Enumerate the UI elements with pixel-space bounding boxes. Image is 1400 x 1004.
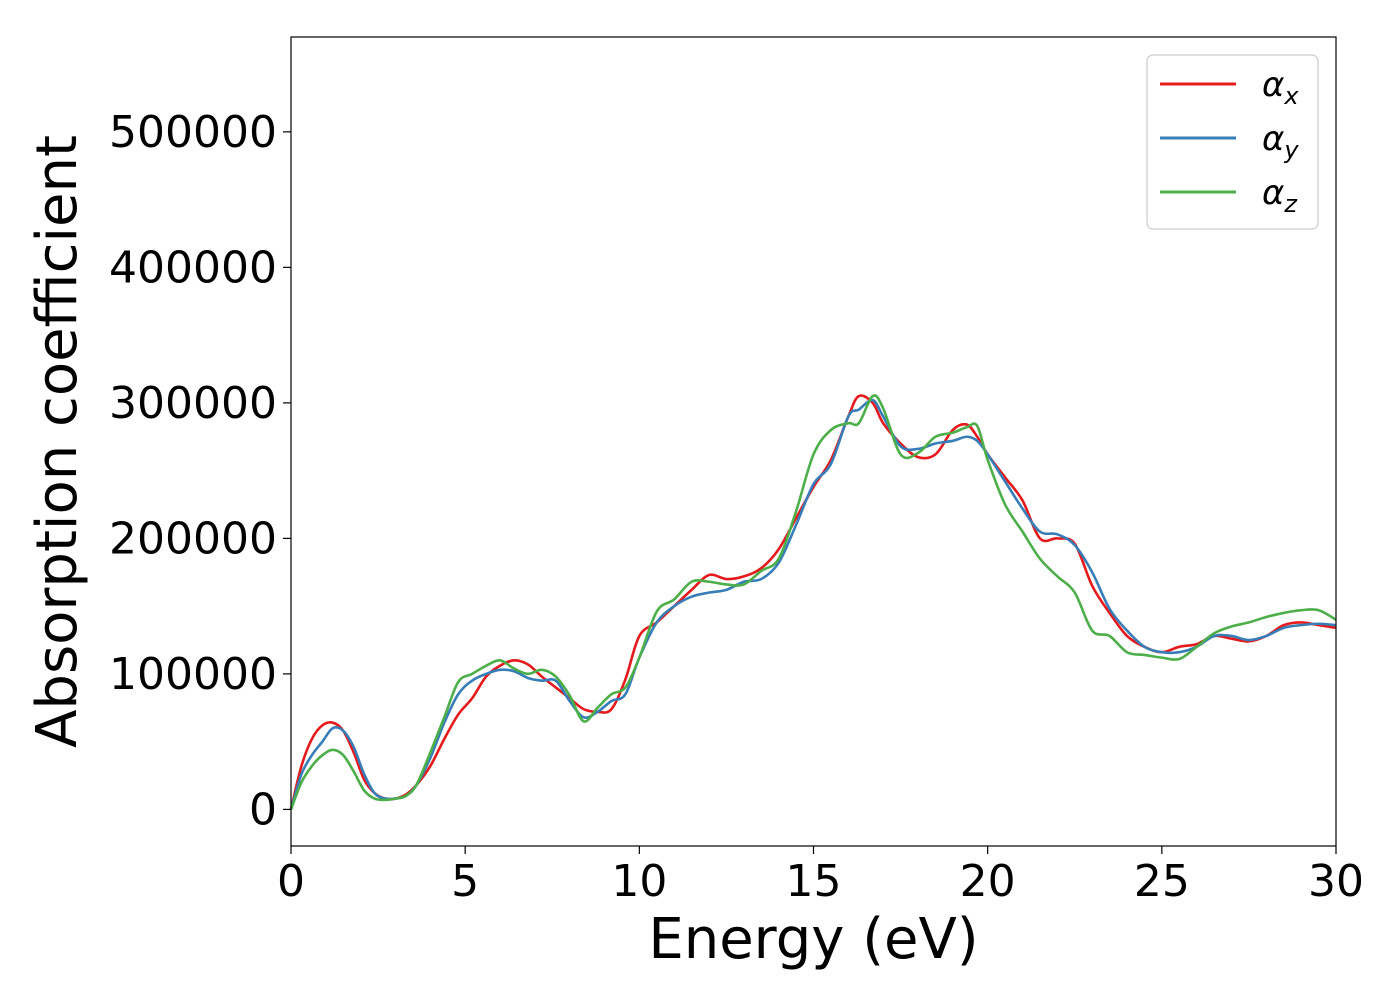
y-tick-label: 100000 bbox=[109, 649, 277, 700]
y-tick-label: 400000 bbox=[109, 242, 277, 293]
legend-box bbox=[1146, 54, 1319, 230]
x-tick-label: 30 bbox=[1308, 856, 1364, 907]
x-tick-label: 10 bbox=[611, 856, 667, 907]
y-tick-label: 500000 bbox=[109, 107, 277, 158]
x-tick-label: 20 bbox=[960, 856, 1016, 907]
y-axis-title: Absorption coefficient bbox=[25, 135, 90, 748]
x-tick-label: 0 bbox=[277, 856, 305, 907]
x-axis-title: Energy (eV) bbox=[648, 907, 978, 972]
y-tick-label: 200000 bbox=[109, 513, 277, 564]
series-line-z bbox=[289, 394, 1337, 810]
x-tick-label: 25 bbox=[1134, 856, 1190, 907]
x-tick-label: 15 bbox=[786, 856, 842, 907]
series-line-y bbox=[289, 398, 1337, 810]
x-tick-label: 5 bbox=[451, 856, 479, 907]
series-lines bbox=[289, 394, 1337, 810]
y-tick-label: 300000 bbox=[109, 378, 277, 429]
axis-ticks: 0 5 10 15 20 25 30 0 100000 200000 300000 400000 500… bbox=[109, 107, 1364, 907]
y-tick-label: 0 bbox=[249, 784, 277, 835]
